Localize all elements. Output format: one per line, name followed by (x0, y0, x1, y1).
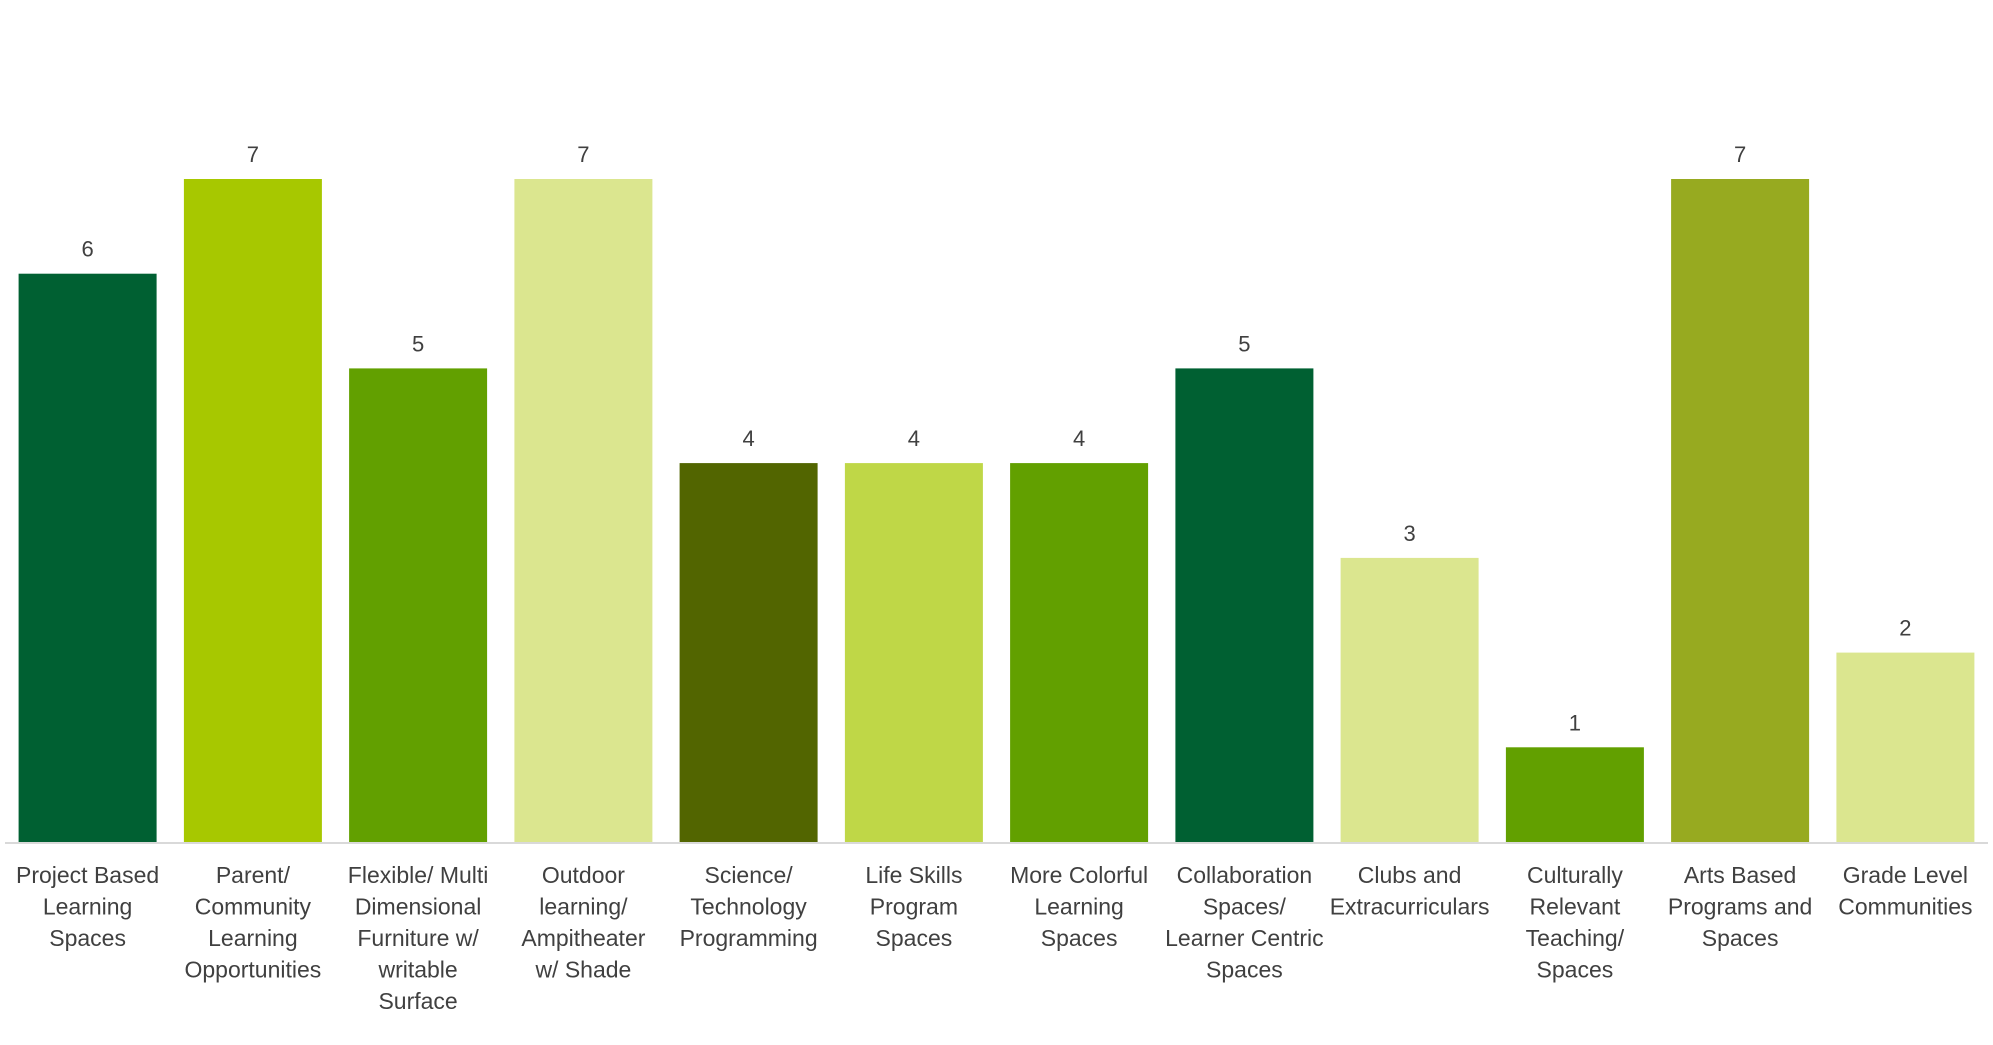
value-label-8: 5 (1238, 331, 1250, 356)
bar-7 (1010, 463, 1149, 842)
tick-label-11: Arts Based Programs and Spaces (1668, 862, 1812, 951)
bar-6 (844, 463, 983, 842)
tick-label-line: Spaces (1041, 925, 1118, 951)
tick-label-2: Parent/Community Learning Opportunities (184, 862, 321, 983)
tick-label-line: Surface (378, 988, 457, 1014)
tick-label-line: Project Based (16, 862, 159, 888)
bar-11 (1671, 179, 1810, 842)
value-label-12: 2 (1899, 616, 1911, 641)
tick-label-6: Life Skills Program Spaces (865, 862, 962, 951)
tick-label-line: Outdoor (542, 862, 625, 888)
tick-label-line: Spaces (1206, 957, 1283, 983)
tick-label-line: Programs and (1668, 894, 1812, 920)
tick-label-line: More Colorful (1010, 862, 1148, 888)
bar-1 (18, 273, 157, 842)
tick-label-line: Relevant (1530, 894, 1621, 920)
tick-label-7: More Colorful Learning Spaces (1010, 862, 1148, 951)
value-label-5: 4 (742, 426, 754, 451)
bar-2 (183, 179, 322, 842)
value-labels-layer: 6 7 5 7 4 4 4 5 3 1 7 2 (81, 142, 1911, 735)
tick-label-9: Clubs and Extracurriculars (1330, 862, 1490, 920)
tick-label-10: Culturally Relevant Teaching/Spaces (1526, 862, 1625, 983)
tick-label-5: Science/Technology Programming (680, 862, 818, 951)
bar-3 (349, 368, 488, 842)
tick-label-line: Program (870, 894, 958, 920)
tick-label-line: Spaces (49, 925, 126, 951)
tick-label-3: Flexible/ Multi Dimensional Furniture w/wr… (348, 862, 489, 1014)
tick-label-1: Project Based Learning Spaces (16, 862, 159, 951)
tick-label-line: Technology (690, 894, 807, 920)
tick-label-line: learning/ (539, 894, 628, 920)
tick-label-line: Extracurriculars (1330, 894, 1490, 920)
tick-label-line: Ampitheater (521, 925, 645, 951)
tick-label-line: Life Skills (865, 862, 962, 888)
tick-label-line: Learning (208, 925, 298, 951)
value-label-7: 4 (1073, 426, 1085, 451)
tick-label-line: Clubs and (1358, 862, 1462, 888)
value-label-1: 6 (81, 237, 93, 262)
tick-label-line: Community (195, 894, 312, 920)
tick-label-line: Spaces/ (1203, 894, 1287, 920)
tick-label-line: Arts Based (1684, 862, 1797, 888)
tick-label-line: Programming (680, 925, 818, 951)
tick-label-8: Collaboration Spaces/Learner Centric Space… (1165, 862, 1324, 983)
tick-label-line: Opportunities (184, 957, 321, 983)
tick-label-12: Grade Level Communities (1838, 862, 1972, 920)
tick-labels-layer: Project Based Learning Spaces Parent/Commun… (16, 862, 1973, 1014)
bar-12 (1836, 652, 1975, 842)
tick-label-line: Learning (43, 894, 133, 920)
tick-label-line: Furniture w/ (357, 925, 479, 951)
value-label-11: 7 (1734, 142, 1746, 167)
tick-label-line: Grade Level (1843, 862, 1968, 888)
tick-label-line: Communities (1838, 894, 1972, 920)
tick-label-line: Dimensional (355, 894, 482, 920)
tick-label-line: w/ Shade (534, 957, 631, 983)
bar-9 (1340, 557, 1479, 842)
tick-label-line: Spaces (876, 925, 953, 951)
tick-label-line: Teaching/ (1526, 925, 1625, 951)
bar-10 (1505, 747, 1644, 842)
bar-8 (1175, 368, 1314, 842)
tick-label-line: Flexible/ Multi (348, 862, 489, 888)
tick-label-line: Spaces (1537, 957, 1614, 983)
tick-label-line: Science/ (704, 862, 793, 888)
tick-label-line: Learner Centric (1165, 925, 1324, 951)
value-label-3: 5 (412, 331, 424, 356)
tick-label-line: Parent/ (216, 862, 291, 888)
tick-label-line: Culturally (1527, 862, 1623, 888)
value-label-2: 7 (247, 142, 259, 167)
bar-5 (679, 463, 818, 842)
value-label-9: 3 (1403, 521, 1415, 546)
value-label-6: 4 (908, 426, 920, 451)
tick-label-line: Spaces (1702, 925, 1779, 951)
value-label-4: 7 (577, 142, 589, 167)
tick-label-line: Learning (1034, 894, 1124, 920)
value-label-10: 1 (1569, 710, 1581, 735)
tick-label-line: Collaboration (1177, 862, 1313, 888)
tick-label-line: writable (377, 957, 457, 983)
bars-layer (18, 179, 1975, 842)
bar-4 (514, 179, 653, 842)
tick-label-4: Outdoor learning/Ampitheater w/ Shade (521, 862, 645, 983)
